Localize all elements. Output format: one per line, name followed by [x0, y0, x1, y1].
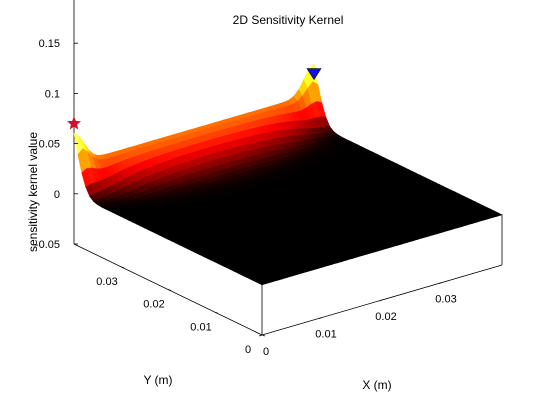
chart-title: 2D Sensitivity Kernel: [233, 13, 344, 27]
y-tick-label: 0: [245, 344, 251, 356]
receiver-marker: [306, 68, 322, 81]
z-tick-label: -0.05: [35, 239, 60, 251]
z-tick-label: 0.1: [45, 88, 60, 100]
x-tick-label: 0.01: [315, 329, 336, 341]
markers: [67, 68, 322, 130]
z-tick-label: 0.05: [39, 139, 60, 151]
z-axis-label: sensitivity kernel value: [26, 132, 40, 252]
tick-labels: 0 0.01 0.02 0.03 0 0.01 0.02 0.03 -0.05 0 0.05 0.1 0…: [35, 38, 457, 358]
y-axis-label: Y (m): [143, 373, 172, 387]
z-tick-label: 0.15: [39, 38, 60, 50]
y-tick-label: 0.03: [96, 276, 117, 288]
y-tick-label: 0.01: [190, 321, 211, 333]
source-marker: [67, 116, 81, 130]
surface-cell: [492, 212, 503, 217]
x-axis-label: X (m): [362, 378, 391, 392]
x-tick-label: 0.03: [435, 294, 456, 306]
x-tick-label: 0: [263, 346, 269, 358]
y-tick-label: 0.02: [143, 299, 164, 311]
kernel-surface: [73, 62, 503, 286]
z-tick-label: 0: [54, 189, 60, 201]
x-tick-label: 0.02: [375, 311, 396, 323]
